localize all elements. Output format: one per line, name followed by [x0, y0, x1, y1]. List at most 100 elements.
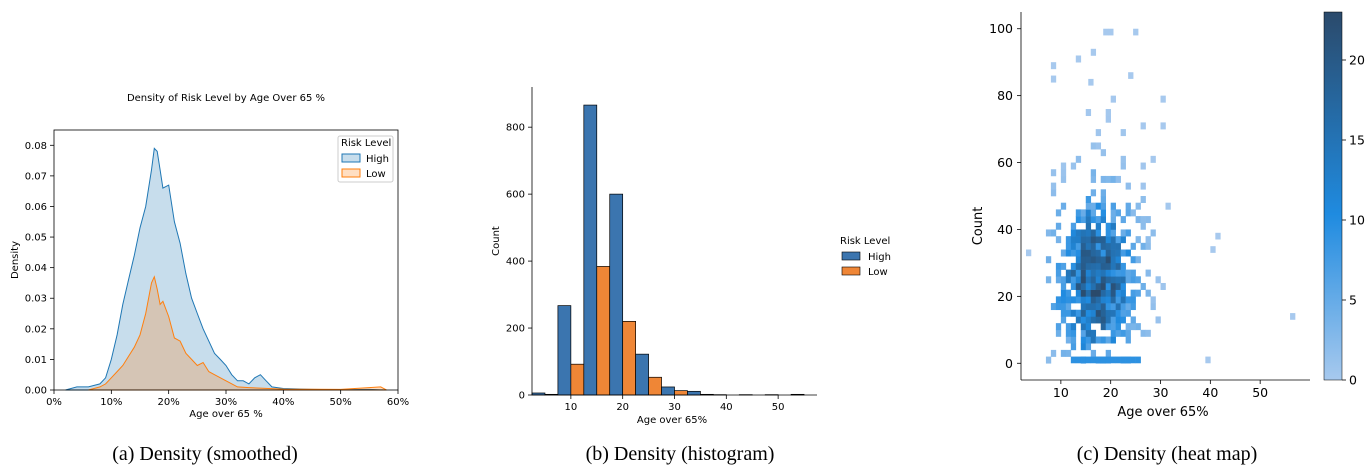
- chart-b-xlabel: Age over 65%: [637, 415, 707, 426]
- x-tick-label: 10: [1053, 385, 1069, 400]
- heat-cell: [1150, 303, 1156, 311]
- heat-cell: [1075, 282, 1082, 290]
- heat-cell: [1090, 282, 1097, 290]
- heat-cell: [1090, 269, 1097, 277]
- chart-a-title: Density of Risk Level by Age Over 65 %: [127, 93, 325, 104]
- heat-cell: [1105, 269, 1111, 277]
- y-tick-label: 0.06: [25, 202, 47, 213]
- heat-cell: [1115, 209, 1121, 217]
- y-tick-label: 100: [989, 21, 1013, 36]
- heat-cell: [1070, 229, 1077, 237]
- heat-cell: [1125, 296, 1131, 304]
- heat-cell: [1050, 303, 1057, 311]
- heat-cell: [1085, 356, 1092, 364]
- heat-cell: [1105, 336, 1111, 344]
- x-tick-label: 0%: [46, 397, 62, 408]
- y-tick-label: 0.05: [25, 233, 47, 244]
- heat-cell: [1115, 236, 1121, 244]
- heat-cell: [1110, 356, 1116, 364]
- heat-cell: [1090, 249, 1097, 257]
- heat-cell: [1055, 296, 1062, 304]
- heat-cell: [1120, 162, 1126, 170]
- heat-cell: [1135, 356, 1141, 364]
- heat-cell: [1085, 269, 1092, 277]
- legend-b-label-low: Low: [868, 267, 888, 278]
- heat-cell: [1050, 182, 1057, 190]
- heat-cell: [1100, 256, 1107, 264]
- heat-cell: [1120, 236, 1126, 244]
- x-tick-label: 30: [668, 402, 681, 413]
- heat-cell: [1105, 296, 1111, 304]
- heat-cell: [1055, 329, 1062, 337]
- heat-cell: [1125, 229, 1131, 237]
- heat-cell: [1140, 122, 1146, 130]
- heat-cell: [1090, 336, 1097, 344]
- y-tick-label: 400: [506, 257, 525, 268]
- heat-cell: [1080, 329, 1087, 337]
- y-tick-label: 0.01: [25, 355, 47, 366]
- heat-cell: [1060, 296, 1067, 304]
- heat-cell: [1055, 323, 1062, 331]
- heat-cell-outlier: [1210, 246, 1216, 253]
- chart-a-x-ticks: 0% 10% 20% 30% 40% 50% 60%: [46, 390, 409, 408]
- heat-cell: [1085, 216, 1092, 224]
- heat-cell: [1100, 189, 1107, 197]
- heat-cell: [1110, 262, 1116, 270]
- heat-cell: [1130, 276, 1136, 284]
- heat-cell: [1145, 236, 1151, 244]
- heat-cell: [1100, 202, 1107, 210]
- heat-cell: [1115, 242, 1121, 250]
- heat-cell: [1065, 336, 1072, 344]
- heat-cell: [1075, 269, 1082, 277]
- heat-cell: [1100, 356, 1107, 364]
- y-tick-label: 0.04: [25, 263, 47, 274]
- heat-cell: [1080, 249, 1087, 257]
- legend-a-label-low: Low: [366, 169, 386, 180]
- heat-cell: [1120, 289, 1126, 297]
- chart-c-x-ticks: 10 20 30 40 50: [1053, 380, 1268, 400]
- x-tick-label: 20: [1103, 385, 1119, 400]
- heat-cell-outlier: [1103, 28, 1109, 36]
- y-tick-label: 0.07: [25, 171, 47, 182]
- heat-cell: [1095, 249, 1102, 257]
- heat-cell: [1095, 142, 1102, 150]
- heat-cell: [1055, 303, 1062, 311]
- heat-cell: [1100, 149, 1107, 157]
- heat-cell: [1070, 236, 1077, 244]
- heat-cell: [1115, 323, 1121, 331]
- heat-cell: [1120, 303, 1126, 311]
- heat-cell: [1070, 262, 1077, 270]
- heat-cell: [1080, 343, 1087, 351]
- chart-b-x-ticks: 10 20 30 40 50: [564, 395, 785, 413]
- heat-cell: [1050, 75, 1057, 83]
- heat-cell: [1120, 155, 1126, 163]
- heat-cell: [1075, 229, 1082, 237]
- heat-cell: [1080, 262, 1087, 270]
- heat-cell: [1075, 296, 1082, 304]
- x-tick-label: 60%: [387, 397, 409, 408]
- heat-cell: [1130, 289, 1136, 297]
- colorbar: [1323, 11, 1343, 381]
- chart-a-plot: [65, 147, 387, 391]
- heat-cell: [1095, 236, 1102, 244]
- heat-cell: [1070, 329, 1077, 337]
- heat-cell: [1085, 276, 1092, 284]
- heat-cell: [1045, 256, 1052, 264]
- heat-cell: [1095, 289, 1102, 297]
- heat-cell: [1085, 236, 1092, 244]
- bar-high: [661, 386, 675, 396]
- heat-cell: [1125, 303, 1131, 311]
- heat-cell: [1115, 309, 1121, 317]
- heat-cell: [1065, 289, 1072, 297]
- heat-cell: [1070, 282, 1077, 290]
- heat-cell: [1090, 175, 1097, 183]
- heat-cell: [1085, 323, 1092, 331]
- heat-cell: [1070, 222, 1077, 230]
- heat-cell: [1060, 162, 1067, 170]
- heat-cell: [1075, 55, 1082, 63]
- heat-cell: [1085, 309, 1092, 317]
- x-tick-label: 10%: [100, 397, 122, 408]
- colorbar-ticks: 0 5 10 15 20: [1342, 53, 1365, 388]
